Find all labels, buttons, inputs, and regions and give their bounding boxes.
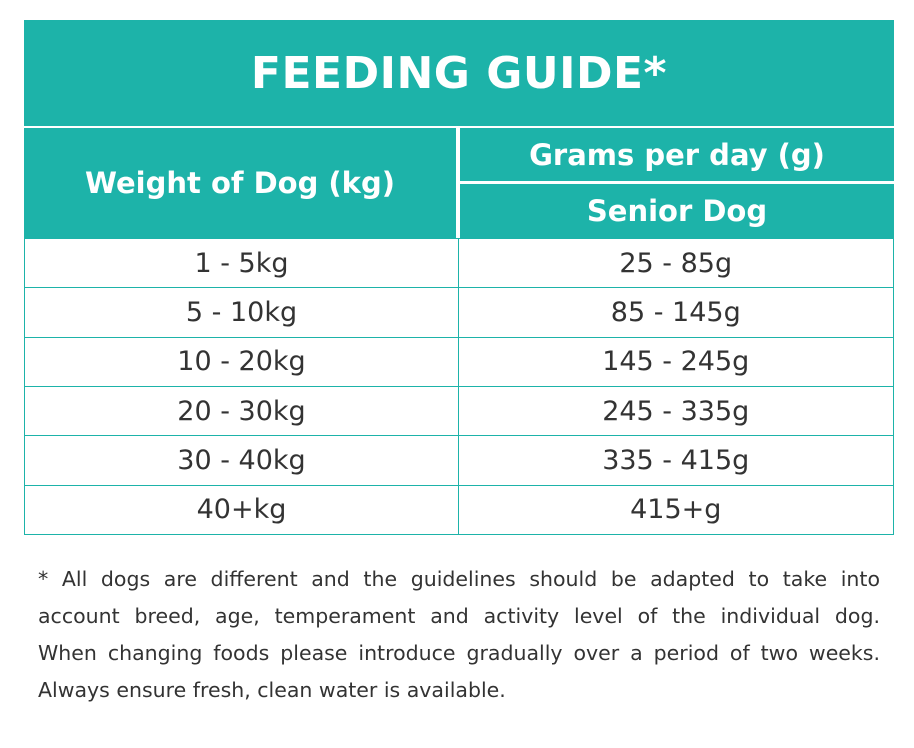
grams-cell: 85 - 145g xyxy=(457,287,894,339)
grams-cell: 145 - 245g xyxy=(457,336,894,388)
grams-cell: 25 - 85g xyxy=(457,238,894,289)
weight-cell: 1 - 5kg xyxy=(24,238,459,289)
grams-cell: 335 - 415g xyxy=(457,435,894,486)
footnote-line: Always ensure fresh, clean water is avai… xyxy=(38,678,506,702)
weight-header: Weight of Dog (kg) xyxy=(24,128,456,238)
grams-cell: 415+g xyxy=(457,484,894,536)
grams-header: Grams per day (g) xyxy=(460,128,894,181)
weight-cell: 30 - 40kg xyxy=(24,435,459,486)
weight-cell: 40+kg xyxy=(24,484,459,536)
weight-cell: 20 - 30kg xyxy=(24,385,459,437)
weight-cell: 10 - 20kg xyxy=(24,336,459,388)
grams-cell: 245 - 335g xyxy=(457,385,894,437)
table-title: FEEDING GUIDE* xyxy=(24,20,894,126)
footnote-line: account breed, age, temperament and acti… xyxy=(38,604,880,628)
senior-header: Senior Dog xyxy=(460,184,894,238)
footnote-line: * All dogs are different and the guideli… xyxy=(38,567,880,591)
footnote-line: When changing foods please introduce gra… xyxy=(38,641,880,665)
weight-cell: 5 - 10kg xyxy=(24,287,459,339)
